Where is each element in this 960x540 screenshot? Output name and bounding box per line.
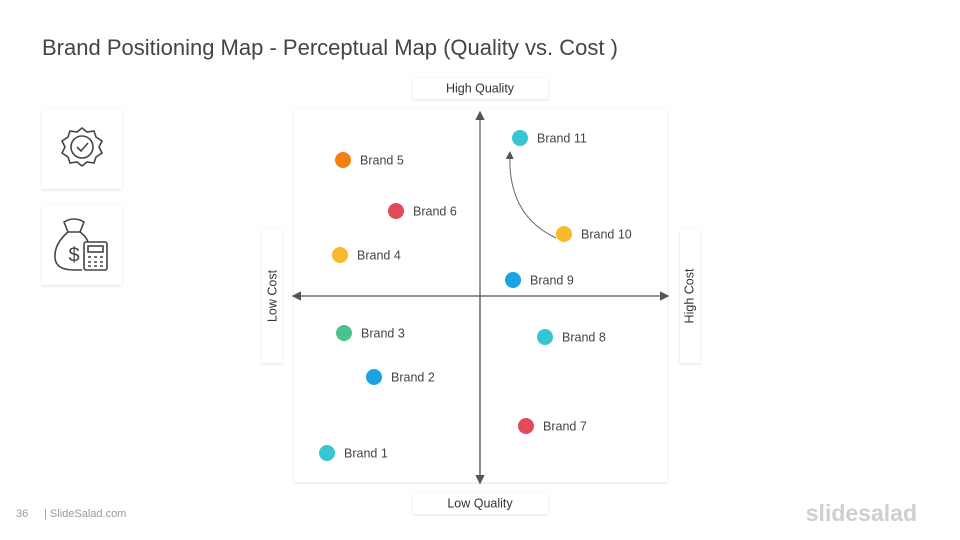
quality-icon bbox=[60, 126, 104, 168]
axis-label: Low Quality bbox=[447, 496, 513, 510]
brand-dot bbox=[518, 418, 534, 434]
brand-dot bbox=[332, 247, 348, 263]
brand-label: Brand 1 bbox=[344, 446, 388, 460]
brand-label: Brand 9 bbox=[530, 273, 574, 287]
brand-label: Brand 3 bbox=[361, 326, 405, 340]
brand-label: Brand 5 bbox=[360, 153, 404, 167]
brand-label: Brand 10 bbox=[581, 227, 632, 241]
brand-dot bbox=[505, 272, 521, 288]
brand-label: Brand 7 bbox=[543, 419, 587, 433]
label-box bbox=[680, 229, 700, 363]
axis-label: High Cost bbox=[682, 268, 696, 323]
brand-label: Brand 4 bbox=[357, 248, 401, 262]
axis-label: High Quality bbox=[446, 81, 515, 95]
brand-label: Brand 11 bbox=[537, 131, 587, 145]
brand-label: Brand 8 bbox=[562, 330, 606, 344]
label-box bbox=[413, 493, 548, 514]
brand-dot bbox=[537, 329, 553, 345]
logo: slidesalad bbox=[806, 500, 917, 526]
title: Brand Positioning Map - Perceptual Map (… bbox=[42, 35, 618, 60]
page-number: 36 bbox=[16, 508, 28, 520]
brand-label: Brand 2 bbox=[391, 370, 435, 384]
brand-dot bbox=[388, 203, 404, 219]
cost-icon: $ bbox=[54, 218, 108, 271]
axis-label: Low Cost bbox=[265, 269, 279, 322]
dollar-sign: $ bbox=[68, 244, 79, 266]
brand-dot bbox=[335, 152, 351, 168]
label-box bbox=[262, 229, 282, 363]
brands: Brand 1 Brand 2 Brand 3 Brand 4 Brand 5 Brand… bbox=[319, 130, 632, 461]
brand-dot bbox=[319, 445, 335, 461]
label-box bbox=[413, 78, 548, 99]
move-arrow bbox=[505, 151, 557, 239]
brand-dot bbox=[366, 369, 382, 385]
brand-dot bbox=[336, 325, 352, 341]
brand-label: Brand 6 bbox=[413, 204, 457, 218]
brand-dot bbox=[556, 226, 572, 242]
brand-dot bbox=[512, 130, 528, 146]
icon-box bbox=[42, 205, 122, 285]
site: | SlideSalad.com bbox=[44, 508, 126, 520]
